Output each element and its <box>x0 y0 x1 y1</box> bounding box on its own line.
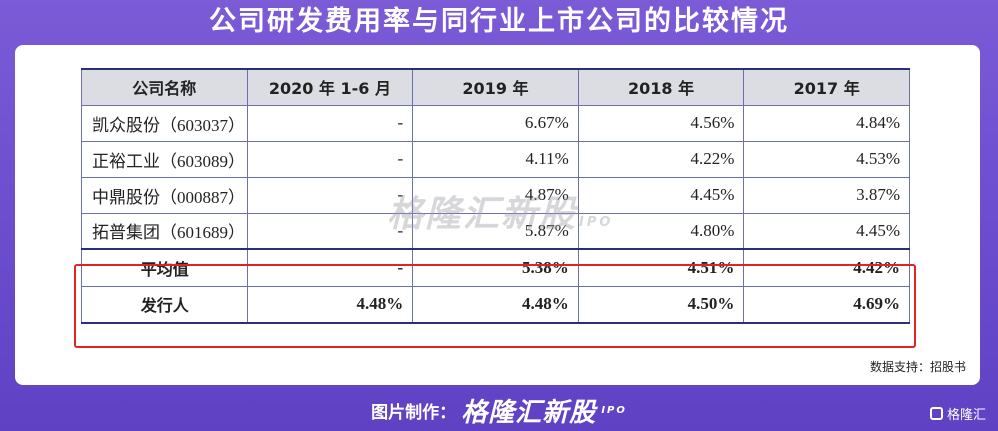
footer-label: 图片制作： <box>371 403 457 423</box>
cell-2019: 4.87% <box>412 176 579 214</box>
company-name: 拓普集团（601689） <box>81 212 248 250</box>
header-2017: 2017 年 <box>743 68 910 106</box>
cell-2017: 4.45% <box>743 212 910 250</box>
cell-2019: 4.11% <box>412 140 579 178</box>
header-company: 公司名称 <box>81 68 248 106</box>
cell-2019: 4.48% <box>412 285 579 324</box>
cell-2017: 4.53% <box>743 140 910 178</box>
average-row: 平均值 - 5.38% 4.51% 4.42% <box>81 248 910 287</box>
table-row: 中鼎股份（000887） - 4.87% 4.45% 3.87% <box>81 176 910 214</box>
cell-2020h1: - <box>246 140 414 178</box>
watermark-brand: 格隆汇新股 <box>387 194 578 235</box>
cell-2018: 4.80% <box>577 212 745 250</box>
header-2018: 2018 年 <box>577 68 745 106</box>
corner-logo: 格隆汇 <box>929 404 986 423</box>
header-2019: 2019 年 <box>412 68 579 106</box>
issuer-label: 发行人 <box>81 285 248 324</box>
cell-2020h1: - <box>246 248 414 287</box>
footer-credit: 图片制作： 格隆汇新股 IPO <box>0 392 998 429</box>
watermark-sub: IPO <box>579 215 614 230</box>
company-name: 正裕工业（603089） <box>81 140 248 178</box>
footer-brand: 格隆汇新股 <box>461 398 597 428</box>
cell-2020h1: - <box>246 104 414 142</box>
cell-2019: 5.87% <box>412 212 579 250</box>
cell-2018: 4.45% <box>577 176 745 214</box>
source-note: 数据支持：招股书 <box>869 360 966 374</box>
issuer-row: 发行人 4.48% 4.48% 4.50% 4.69% <box>81 285 910 324</box>
cell-2019: 6.67% <box>412 104 579 142</box>
corner-logo-text: 格隆汇 <box>946 408 986 423</box>
company-name: 凯众股份（603037） <box>81 104 248 142</box>
cell-2019: 5.38% <box>412 248 579 287</box>
cell-2018: 4.51% <box>577 248 745 287</box>
page-title: 公司研发费用率与同行业上市公司的比较情况 <box>209 6 789 37</box>
company-name: 中鼎股份（000887） <box>81 176 248 214</box>
cell-2018: 4.22% <box>577 140 745 178</box>
cell-2017: 3.87% <box>743 176 910 214</box>
cell-2017: 4.42% <box>743 248 910 287</box>
average-label: 平均值 <box>81 248 248 287</box>
table-row: 正裕工业（603089） - 4.11% 4.22% 4.53% <box>81 140 910 178</box>
cell-2018: 4.50% <box>577 285 745 324</box>
cell-2017: 4.84% <box>743 104 910 142</box>
cell-2017: 4.69% <box>743 285 910 324</box>
footer-sub: IPO <box>601 405 627 416</box>
table-row: 凯众股份（603037） - 6.67% 4.56% 4.84% <box>81 104 910 142</box>
rd-expense-comparison-table: 公司名称 2020 年 1-6 月 2019 年 2018 年 2017 年 凯… <box>81 68 910 324</box>
cell-2018: 4.56% <box>577 104 745 142</box>
watermark: 格隆汇新股 IPO <box>387 185 613 237</box>
cell-2020h1: 4.48% <box>246 285 414 324</box>
header-2020h1: 2020 年 1-6 月 <box>246 68 414 106</box>
content-card: 公司名称 2020 年 1-6 月 2019 年 2018 年 2017 年 凯… <box>15 45 980 385</box>
logo-icon <box>929 407 943 420</box>
table-header-row: 公司名称 2020 年 1-6 月 2019 年 2018 年 2017 年 <box>81 68 910 106</box>
